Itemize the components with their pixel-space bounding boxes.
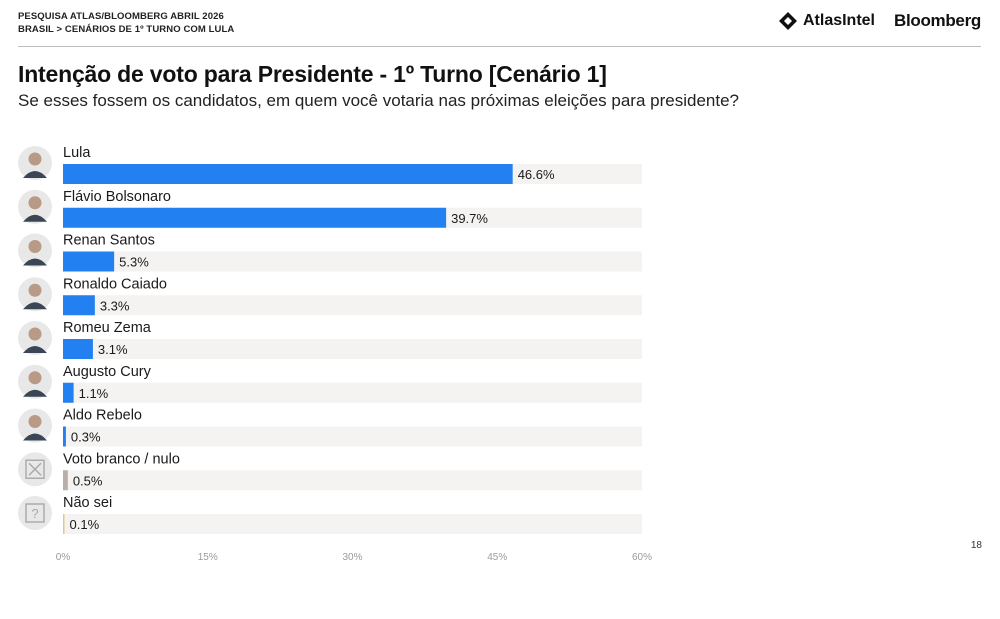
avatar-head xyxy=(28,196,42,210)
avatar-head xyxy=(28,283,42,297)
value-label: 3.3% xyxy=(100,298,130,313)
avatar-question-mark: ? xyxy=(31,506,38,521)
value-label: 46.6% xyxy=(518,167,555,182)
avatar-box xyxy=(25,503,45,523)
atlasintel-wordmark: AtlasIntel xyxy=(802,12,875,29)
x-tick-label: 60% xyxy=(632,552,652,563)
avatar-shoulders xyxy=(23,171,47,178)
bar-row: Renan Santos 5.3% xyxy=(18,233,642,272)
bar-row: Lula 46.6% xyxy=(18,145,642,184)
person-photo-icon xyxy=(18,189,52,224)
atlasintel-logo: AtlasIntel xyxy=(778,11,875,31)
bar-track xyxy=(63,514,642,534)
value-label: 1.1% xyxy=(79,386,109,401)
person-photo-icon xyxy=(18,364,52,399)
avatar-head xyxy=(28,327,42,341)
survey-title: PESQUISA ATLAS/BLOOMBERG ABRIL 2026 xyxy=(18,11,224,22)
bar-row: ? Não sei 0.1% xyxy=(18,495,642,534)
bar xyxy=(63,295,95,316)
x-tick-label: 30% xyxy=(342,552,362,563)
bar xyxy=(63,251,115,272)
page-number: 18 xyxy=(970,540,982,551)
avatar-box xyxy=(25,459,45,479)
x-tick-label: 15% xyxy=(198,552,218,563)
category-label: Ronaldo Caiado xyxy=(63,276,167,292)
page-title: Intenção de voto para Presidente - 1º Tu… xyxy=(18,61,607,87)
avatar-head xyxy=(28,152,42,166)
avatar-shoulders xyxy=(23,346,47,353)
bar xyxy=(63,470,68,491)
bar xyxy=(63,514,65,534)
atlasintel-logo-icon xyxy=(778,12,797,30)
bar-row: Romeu Zema 3.1% xyxy=(18,320,642,359)
page-subtitle: Se esses fossem os candidatos, em quem v… xyxy=(18,91,739,110)
avatar-shoulders xyxy=(23,389,47,397)
question-box-icon: ? xyxy=(18,496,52,530)
category-label: Renan Santos xyxy=(63,233,155,249)
bloomberg-logo: Bloomberg xyxy=(893,11,981,30)
bar-row: Ronaldo Caiado 3.3% xyxy=(18,276,642,316)
avatar-x xyxy=(28,462,42,476)
bar-track xyxy=(63,251,642,272)
person-photo-icon xyxy=(18,146,52,180)
avatar-head xyxy=(28,240,42,253)
category-label: Lula xyxy=(63,145,91,161)
bar-row: Voto branco / nulo 0.5% xyxy=(18,451,642,491)
value-label: 3.1% xyxy=(98,342,128,357)
category-label: Aldo Rebelo xyxy=(63,408,142,424)
bar-track xyxy=(63,295,642,316)
value-label: 39.7% xyxy=(451,211,488,226)
bar-row: Augusto Cury 1.1% xyxy=(18,364,642,403)
person-photo-icon xyxy=(18,277,52,312)
category-label: Flávio Bolsonaro xyxy=(63,189,171,205)
value-label: 0.1% xyxy=(70,517,100,532)
value-label: 5.3% xyxy=(119,255,149,270)
bar xyxy=(63,426,66,447)
avatar-head xyxy=(28,415,42,428)
bar xyxy=(63,339,93,359)
bar-track xyxy=(63,382,642,403)
person-photo-icon xyxy=(18,321,52,355)
bar-track xyxy=(63,339,642,359)
x-tick-label: 45% xyxy=(487,552,507,563)
avatar-shoulders xyxy=(23,433,47,441)
bar xyxy=(63,164,513,184)
category-label: Voto branco / nulo xyxy=(63,451,180,467)
bar-row: Aldo Rebelo 0.3% xyxy=(18,408,642,447)
x-tick-label: 0% xyxy=(56,552,71,563)
bar xyxy=(63,382,74,403)
category-label: Augusto Cury xyxy=(63,364,152,380)
x-box-icon xyxy=(18,452,52,487)
person-photo-icon xyxy=(18,233,52,268)
category-label: Não sei xyxy=(63,495,112,511)
avatar-head xyxy=(28,371,42,385)
avatar-shoulders xyxy=(23,214,47,222)
survey-breadcrumb: BRASIL > CENÁRIOS DE 1º TURNO COM LULA xyxy=(18,24,235,35)
value-label: 0.3% xyxy=(71,430,101,445)
person-photo-icon xyxy=(18,408,52,443)
bar-row: Flávio Bolsonaro 39.7% xyxy=(18,189,642,228)
bar-track xyxy=(63,470,642,491)
bar-track xyxy=(63,426,642,447)
value-label: 0.5% xyxy=(73,473,103,488)
bar xyxy=(63,207,447,228)
report-header: PESQUISA ATLAS/BLOOMBERG ABRIL 2026 BRAS… xyxy=(18,10,981,47)
avatar-shoulders xyxy=(23,258,47,266)
category-label: Romeu Zema xyxy=(63,320,152,336)
avatar-shoulders xyxy=(23,302,47,310)
